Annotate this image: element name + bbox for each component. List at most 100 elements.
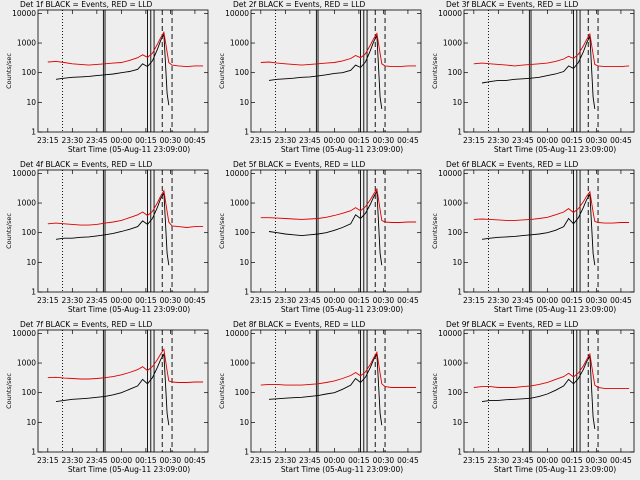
series-line bbox=[260, 32, 417, 68]
y-tick-label: 1 bbox=[457, 128, 462, 137]
x-tick-label: 00:30 bbox=[373, 136, 395, 145]
chart-title: Det 6f BLACK = Events, RED = LLD bbox=[446, 160, 579, 169]
x-tick-label: 23:45 bbox=[512, 136, 534, 145]
y-tick-label: 1000 bbox=[17, 359, 36, 368]
x-tick-label: 00:15 bbox=[135, 136, 157, 145]
x-tick-label: 00:15 bbox=[348, 136, 370, 145]
x-tick-label: 23:45 bbox=[512, 456, 534, 465]
x-tick-label: 23:15 bbox=[463, 136, 485, 145]
series-line bbox=[47, 348, 204, 383]
y-tick-label: 10000 bbox=[438, 9, 462, 18]
x-axis-label: Start Time (05-Aug-11 23:09:00) bbox=[281, 465, 403, 474]
x-tick-label: 00:30 bbox=[160, 456, 182, 465]
plot-frame bbox=[250, 329, 422, 453]
chart-title: Det 5f BLACK = Events, RED = LLD bbox=[233, 160, 366, 169]
y-tick-label: 100 bbox=[448, 228, 463, 237]
x-tick-label: 23:15 bbox=[463, 296, 485, 305]
panel: Det 3f BLACK = Events, RED = LLD Start Ti… bbox=[431, 0, 635, 154]
plot-frame bbox=[37, 9, 209, 133]
chart-title: Det 1f BLACK = Events, RED = LLD bbox=[20, 0, 153, 9]
x-tick-label: 00:15 bbox=[135, 296, 157, 305]
x-tick-label: 00:15 bbox=[348, 296, 370, 305]
x-tick-label: 23:30 bbox=[275, 456, 297, 465]
chart-title: Det 8f BLACK = Events, RED = LLD bbox=[233, 320, 366, 329]
x-tick-label: 00:00 bbox=[537, 456, 559, 465]
y-tick-label: 1 bbox=[31, 448, 36, 457]
x-tick-label: 00:00 bbox=[537, 296, 559, 305]
series-line bbox=[268, 352, 383, 426]
x-tick-label: 23:45 bbox=[86, 296, 108, 305]
y-tick-label: 10000 bbox=[12, 329, 36, 338]
panel: Det 1f BLACK = Events, RED = LLD Start Ti… bbox=[5, 0, 209, 154]
x-tick-label: 00:15 bbox=[348, 456, 370, 465]
y-tick-label: 1 bbox=[31, 128, 36, 137]
plot-frame bbox=[37, 329, 209, 453]
x-tick-label: 00:15 bbox=[561, 136, 583, 145]
x-axis-label: Start Time (05-Aug-11 23:09:00) bbox=[281, 145, 403, 154]
x-tick-label: 23:45 bbox=[512, 296, 534, 305]
y-tick-label: 100 bbox=[448, 388, 463, 397]
y-axis-label: Counts/sec bbox=[5, 373, 13, 409]
x-tick-label: 00:15 bbox=[135, 456, 157, 465]
y-tick-label: 10000 bbox=[438, 329, 462, 338]
panel: Det 5f BLACK = Events, RED = LLD Start Ti… bbox=[218, 160, 422, 314]
y-tick-label: 1000 bbox=[17, 199, 36, 208]
series-line bbox=[55, 191, 170, 266]
series-line bbox=[47, 189, 204, 228]
x-tick-label: 23:30 bbox=[62, 296, 84, 305]
y-tick-label: 100 bbox=[235, 68, 250, 77]
series-line bbox=[268, 189, 383, 266]
x-tick-label: 00:00 bbox=[324, 456, 346, 465]
y-tick-label: 10000 bbox=[225, 329, 249, 338]
x-axis-label: Start Time (05-Aug-11 23:09:00) bbox=[68, 305, 190, 314]
y-tick-label: 1000 bbox=[230, 39, 249, 48]
chart-title: Det 4f BLACK = Events, RED = LLD bbox=[20, 160, 153, 169]
y-tick-label: 100 bbox=[235, 228, 250, 237]
x-tick-label: 23:15 bbox=[250, 456, 272, 465]
y-axis-label: Counts/sec bbox=[218, 53, 226, 89]
x-tick-label: 23:30 bbox=[275, 136, 297, 145]
x-axis-label: Start Time (05-Aug-11 23:09:00) bbox=[281, 305, 403, 314]
y-tick-label: 10000 bbox=[225, 169, 249, 178]
series-line bbox=[268, 33, 383, 109]
series-line bbox=[260, 187, 417, 223]
y-tick-label: 10 bbox=[239, 258, 249, 267]
y-tick-label: 100 bbox=[448, 68, 463, 77]
x-tick-label: 23:30 bbox=[275, 296, 297, 305]
x-tick-label: 23:30 bbox=[62, 136, 84, 145]
y-axis-label: Counts/sec bbox=[431, 213, 439, 249]
x-tick-label: 00:00 bbox=[111, 456, 133, 465]
plot-frame bbox=[463, 9, 635, 133]
series-line bbox=[481, 354, 596, 429]
x-tick-label: 00:45 bbox=[610, 456, 632, 465]
y-tick-label: 1 bbox=[244, 128, 249, 137]
plot-frame bbox=[37, 169, 209, 293]
y-tick-label: 100 bbox=[235, 388, 250, 397]
y-tick-label: 1000 bbox=[230, 359, 249, 368]
y-tick-label: 10000 bbox=[438, 169, 462, 178]
x-tick-label: 00:45 bbox=[184, 136, 206, 145]
series-line bbox=[473, 352, 630, 389]
series-line bbox=[55, 352, 170, 426]
y-tick-label: 1 bbox=[457, 448, 462, 457]
series-line bbox=[481, 192, 596, 266]
y-tick-label: 1 bbox=[244, 288, 249, 297]
panel: Det 4f BLACK = Events, RED = LLD Start Ti… bbox=[5, 160, 209, 314]
series-line bbox=[481, 36, 596, 109]
y-tick-label: 10000 bbox=[12, 169, 36, 178]
y-tick-label: 100 bbox=[22, 228, 37, 237]
x-tick-label: 00:45 bbox=[397, 136, 419, 145]
x-tick-label: 23:45 bbox=[299, 456, 321, 465]
y-axis-label: Counts/sec bbox=[218, 373, 226, 409]
y-tick-label: 10 bbox=[239, 418, 249, 427]
x-tick-label: 00:00 bbox=[324, 136, 346, 145]
series-line bbox=[47, 31, 204, 68]
x-tick-label: 23:30 bbox=[62, 456, 84, 465]
chart-title: Det 2f BLACK = Events, RED = LLD bbox=[233, 0, 366, 9]
y-axis-label: Counts/sec bbox=[5, 213, 13, 249]
x-tick-label: 23:15 bbox=[250, 136, 272, 145]
y-tick-label: 1 bbox=[244, 448, 249, 457]
panel: Det 2f BLACK = Events, RED = LLD Start Ti… bbox=[218, 0, 422, 154]
y-axis-label: Counts/sec bbox=[5, 53, 13, 89]
x-tick-label: 23:45 bbox=[299, 296, 321, 305]
